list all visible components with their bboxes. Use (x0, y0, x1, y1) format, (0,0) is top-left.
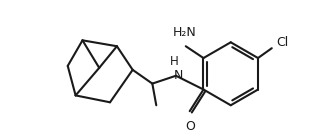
Text: N: N (174, 69, 184, 82)
Text: O: O (185, 120, 195, 133)
Text: H: H (170, 55, 178, 68)
Text: Cl: Cl (277, 36, 289, 49)
Text: H₂N: H₂N (173, 26, 197, 39)
